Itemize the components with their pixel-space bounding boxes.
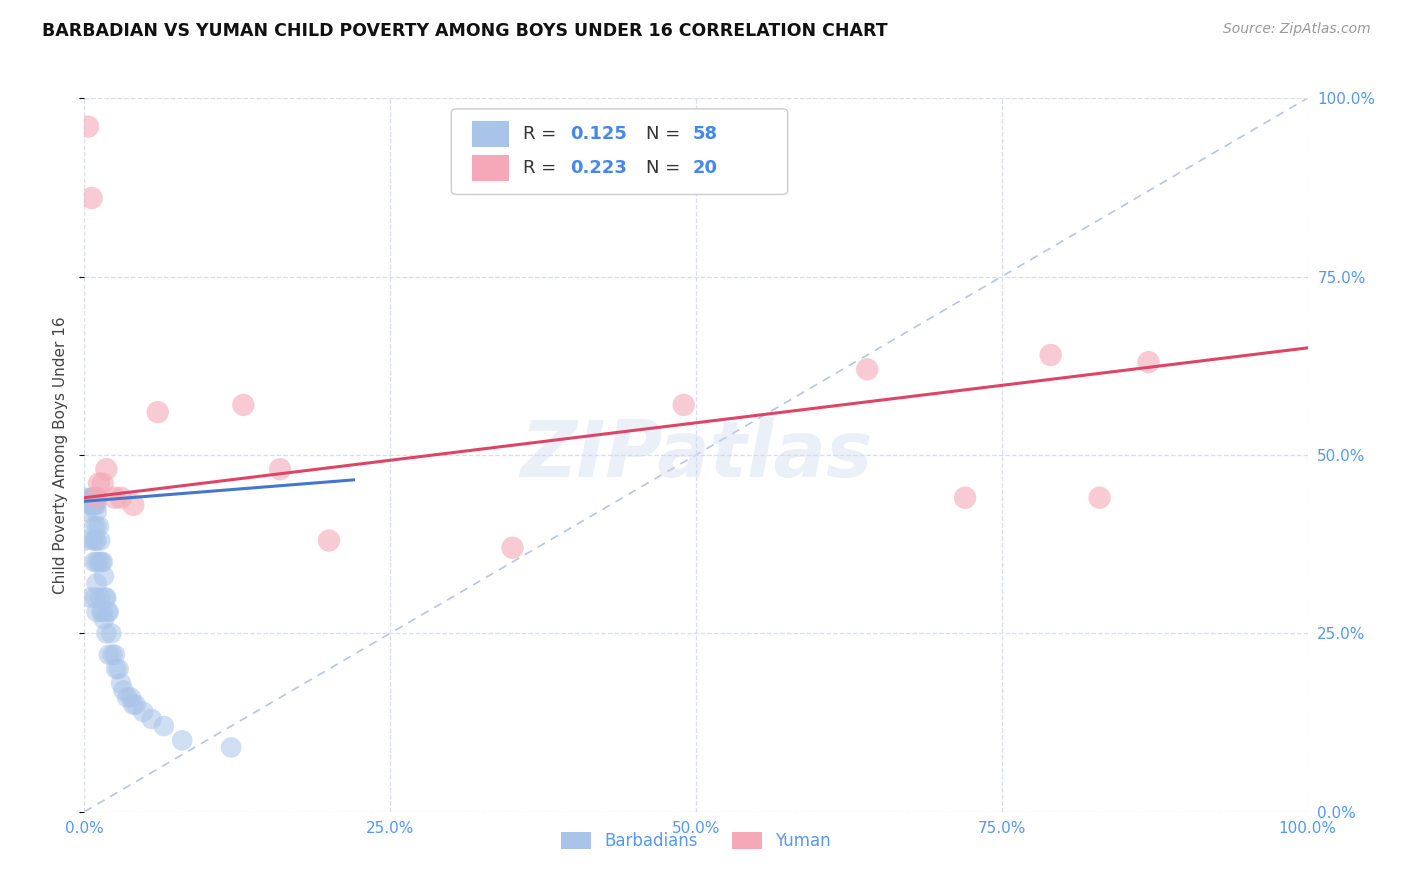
Point [91,555,114,569]
Y-axis label: Child Poverty Among Boys Under 16: Child Poverty Among Boys Under 16 [53,316,69,594]
Point [86,519,108,533]
Text: ZIPatlas: ZIPatlas [520,417,872,493]
FancyBboxPatch shape [472,155,509,181]
Point [502,541,524,555]
Point [91,605,114,619]
Point [856,362,879,376]
Point [97,605,120,619]
Point [153,719,176,733]
Point [107,662,129,676]
Text: 58: 58 [692,125,717,143]
Point [96,626,118,640]
Point [110,491,132,505]
Point [125,698,148,712]
Point [141,712,163,726]
Point [83,519,105,533]
Point [97,605,120,619]
Point [90,605,112,619]
Text: R =: R = [523,125,562,143]
Point [86,555,108,569]
Point [672,398,695,412]
Point [83,498,105,512]
Point [82,491,104,505]
Point [86,605,108,619]
Point [146,405,169,419]
Text: 0.125: 0.125 [569,125,627,143]
Point [86,491,108,505]
Point [269,462,291,476]
Point [104,648,127,662]
Point [82,498,104,512]
Point [76,505,98,519]
Point [120,690,142,705]
Point [86,491,108,505]
Point [83,555,105,569]
Point [115,690,138,705]
Legend: Barbadians, Yuman: Barbadians, Yuman [555,825,837,857]
Point [132,705,155,719]
Point [232,398,254,412]
Text: Source: ZipAtlas.com: Source: ZipAtlas.com [1223,22,1371,37]
Point [101,648,124,662]
Text: R =: R = [523,159,562,177]
Point [93,569,115,583]
Point [93,612,115,626]
Point [1088,491,1111,505]
Point [82,533,104,548]
Point [86,576,108,591]
Text: 0.223: 0.223 [569,159,627,177]
Point [73,491,96,505]
Point [94,591,117,605]
Text: BARBADIAN VS YUMAN CHILD POVERTY AMONG BOYS UNDER 16 CORRELATION CHART: BARBADIAN VS YUMAN CHILD POVERTY AMONG B… [42,22,887,40]
Point [86,533,108,548]
Point [104,491,127,505]
Point [112,683,135,698]
Point [84,498,107,512]
Point [79,491,101,505]
Text: N =: N = [645,159,686,177]
Point [83,491,105,505]
Point [79,498,101,512]
Point [87,476,110,491]
Point [105,662,128,676]
Point [1137,355,1160,369]
Point [80,191,103,205]
Point [172,733,194,747]
Point [80,498,103,512]
FancyBboxPatch shape [451,109,787,194]
Point [80,491,103,505]
Point [953,491,976,505]
Point [122,498,145,512]
Point [73,533,96,548]
Point [90,555,112,569]
Point [79,591,101,605]
Text: N =: N = [645,125,686,143]
Point [86,505,108,519]
Point [1039,348,1062,362]
Point [219,740,242,755]
Point [110,676,132,690]
Point [96,591,118,605]
Text: 20: 20 [692,159,717,177]
FancyBboxPatch shape [472,121,509,146]
Point [84,491,107,505]
Point [100,626,122,640]
Point [89,591,111,605]
Point [86,498,108,512]
Point [318,533,340,548]
Point [97,648,120,662]
Point [87,555,110,569]
Point [87,519,110,533]
Point [91,476,114,491]
Point [77,120,100,134]
Point [122,698,145,712]
Point [84,591,107,605]
Point [96,462,118,476]
Point [89,533,111,548]
Point [84,533,107,548]
